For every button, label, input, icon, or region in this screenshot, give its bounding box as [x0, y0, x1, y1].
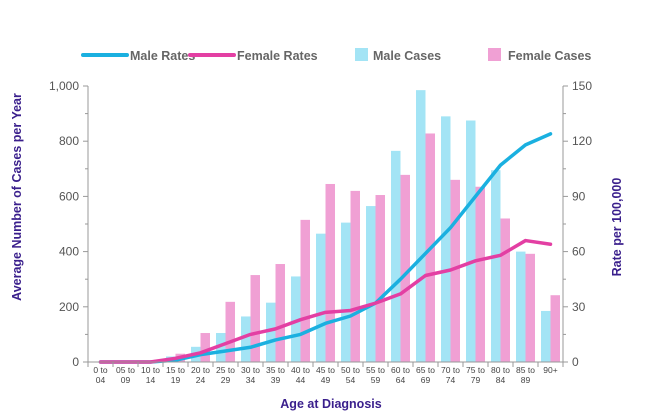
x-tick-label-3-line2: 19: [171, 375, 181, 385]
bar-female-cases-5: [225, 301, 235, 362]
x-tick-label-1: 05 to: [116, 365, 135, 375]
x-tick-label-8-line2: 44: [296, 375, 306, 385]
bar-female-cases-7: [275, 264, 285, 362]
line-female-rates: [98, 238, 553, 364]
legend-swatch-male-cases: [355, 48, 368, 61]
y-axis-title: Average Number of Cases per Year: [10, 93, 24, 301]
x-tick-label-16: 80 to: [491, 365, 510, 375]
x-tick-label-7-line2: 39: [271, 375, 281, 385]
legend-label-female-cases: Female Cases: [508, 49, 591, 63]
bar-male-cases-7: [266, 302, 276, 362]
x-tick-label-13-line2: 69: [421, 375, 431, 385]
x-tick-label-3: 15 to: [166, 365, 185, 375]
x-tick-label-0-line2: 04: [96, 375, 106, 385]
x-tick-label-2: 10 to: [141, 365, 160, 375]
x-tick-label-9-line2: 49: [321, 375, 331, 385]
legend-label-male-rates: Male Rates: [130, 49, 195, 63]
bar-male-cases-16: [491, 170, 501, 362]
x-tick-label-11: 55 to: [366, 365, 385, 375]
bar-male-cases-6: [241, 316, 251, 362]
x-axis-title: Age at Diagnosis: [280, 397, 381, 411]
y2-tick-label-4: 120: [572, 134, 592, 148]
x-tick-label-5: 25 to: [216, 365, 235, 375]
bar-female-cases-12: [400, 174, 410, 362]
bar-female-cases-9: [325, 183, 335, 362]
bar-male-cases-13: [416, 90, 426, 362]
y-tick-label-3: 600: [59, 189, 79, 203]
bar-female-cases-11: [375, 195, 385, 362]
x-tick-label-1-line2: 09: [121, 375, 131, 385]
bar-female-cases-14: [450, 179, 460, 362]
x-tick-label-17: 85 to: [516, 365, 535, 375]
bar-female-cases-8: [300, 219, 310, 362]
bar-male-cases-10: [341, 222, 351, 362]
line-male-rates: [98, 132, 553, 364]
y-tick-label-4: 800: [59, 134, 79, 148]
y-tick-label-0: 0: [72, 355, 79, 369]
legend-swatch-female-cases: [488, 48, 501, 61]
bar-male-cases-11: [366, 206, 376, 362]
bar-female-cases-17: [525, 253, 535, 362]
bar-male-cases-8: [291, 276, 301, 362]
x-tick-label-6: 30 to: [241, 365, 260, 375]
x-tick-label-2-line2: 14: [146, 375, 156, 385]
bar-male-cases-14: [441, 116, 451, 362]
x-tick-label-16-line2: 84: [496, 375, 506, 385]
x-tick-label-13: 65 to: [416, 365, 435, 375]
x-tick-label-12: 60 to: [391, 365, 410, 375]
y-tick-label-5: 1,000: [49, 79, 79, 93]
y-tick-label-1: 200: [59, 300, 79, 314]
x-tick-label-15-line2: 79: [471, 375, 481, 385]
x-tick-label-11-line2: 59: [371, 375, 381, 385]
x-tick-label-9: 45 to: [316, 365, 335, 375]
x-tick-label-17-line2: 89: [521, 375, 531, 385]
y2-tick-label-2: 60: [572, 245, 586, 259]
bar-male-cases-15: [466, 120, 476, 362]
y2-tick-label-1: 30: [572, 300, 586, 314]
legend: Male Rates Female Rates Male Cases Female C…: [81, 48, 591, 63]
bar-female-cases-18: [550, 295, 560, 362]
x-tick-label-18: 90+: [543, 365, 557, 375]
bar-male-cases-18: [541, 310, 551, 362]
x-tick-label-15: 75 to: [466, 365, 485, 375]
x-tick-label-8: 40 to: [291, 365, 310, 375]
bar-male-cases-12: [391, 150, 401, 362]
legend-label-female-rates: Female Rates: [237, 49, 318, 63]
x-tick-label-10: 50 to: [341, 365, 360, 375]
bar-female-cases-4: [200, 333, 210, 362]
bar-female-cases-6: [250, 275, 260, 362]
x-tick-label-14: 70 to: [441, 365, 460, 375]
x-tick-label-7: 35 to: [266, 365, 285, 375]
x-tick-label-6-line2: 34: [246, 375, 256, 385]
y2-tick-label-5: 150: [572, 79, 592, 93]
x-tick-label-4-line2: 24: [196, 375, 206, 385]
y2-tick-label-0: 0: [572, 355, 579, 369]
bar-female-cases-16: [500, 218, 510, 362]
bar-female-cases-15: [475, 186, 485, 362]
bar-male-cases-17: [516, 251, 526, 362]
x-tick-label-0: 0 to: [93, 365, 107, 375]
bar-male-cases-5: [216, 333, 226, 362]
x-tick-label-10-line2: 54: [346, 375, 356, 385]
y2-axis-title: Rate per 100,000: [610, 178, 624, 277]
x-tick-label-12-line2: 64: [396, 375, 406, 385]
bar-male-cases-9: [316, 233, 326, 362]
bar-female-cases-10: [350, 190, 360, 362]
bars-group: [141, 90, 560, 362]
x-tick-label-5-line2: 29: [221, 375, 231, 385]
y-tick-label-2: 400: [59, 245, 79, 259]
x-tick-label-14-line2: 74: [446, 375, 456, 385]
legend-label-male-cases: Male Cases: [373, 49, 441, 63]
y2-tick-label-3: 90: [572, 189, 586, 203]
lines-group: [98, 132, 553, 364]
x-tick-label-4: 20 to: [191, 365, 210, 375]
